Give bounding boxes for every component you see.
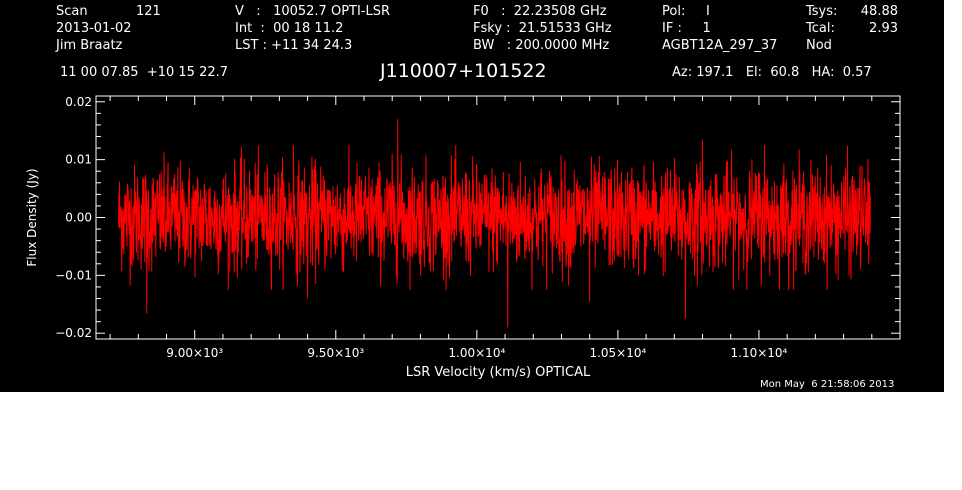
y-axis-label: Flux Density (Jy) — [25, 168, 39, 266]
integration-time: Int : 00 18 11.2 — [235, 21, 344, 36]
pointing-info: Az: 197.1 El: 60.8 HA: 0.57 — [672, 65, 872, 80]
x-axis-label: LSR Velocity (km/s) OPTICAL — [406, 365, 591, 380]
y-tick-label: 0.02 — [65, 95, 92, 109]
switching-mode: Nod — [806, 38, 832, 53]
x-tick-label: 9.50×10³ — [307, 346, 364, 360]
sky-frequency: Fsky : 21.51533 GHz — [473, 21, 612, 36]
tsys-label: Tsys: — [806, 4, 838, 19]
rest-frequency: F0 : 22.23508 GHz — [473, 4, 607, 19]
gbtidl-plot-window: Scan 121 2013-01-02 Jim Braatz V : 10052… — [0, 0, 944, 392]
spectrum-series-line — [118, 119, 871, 328]
scan-number: 121 — [136, 4, 161, 19]
scan-label: Scan — [56, 4, 88, 19]
source-name-title: J110007+101522 — [380, 60, 547, 82]
x-tick-label: 1.00×10⁴ — [448, 346, 505, 360]
observer-name: Jim Braatz — [56, 38, 123, 53]
observation-date: 2013-01-02 — [56, 21, 132, 36]
tsys-value: 48.88 — [860, 4, 898, 19]
source-coordinates: 11 00 07.85 +10 15 22.7 — [60, 65, 229, 80]
tcal-value: 2.93 — [869, 21, 898, 36]
project-id: AGBT12A_297_37 — [662, 38, 778, 53]
bandwidth: BW : 200.0000 MHz — [473, 38, 610, 53]
y-tick-label: 0.01 — [65, 153, 92, 167]
spectrum-chart: 9.00×10³ 9.50×10³ 1.00×10⁴ 1.05×10⁴ 1.10×10⁴… — [25, 95, 901, 380]
y-tick-label: 0.00 — [65, 211, 92, 225]
x-tick-label: 9.00×10³ — [166, 346, 223, 360]
polarization: Pol: I — [662, 4, 710, 19]
velocity-info: V : 10052.7 OPTI-LSR — [235, 4, 391, 19]
y-tick-label: −0.02 — [55, 326, 92, 340]
if-number: IF : 1 — [662, 21, 711, 36]
x-tick-label: 1.05×10⁴ — [589, 346, 646, 360]
lst-info: LST : +11 34 24.3 — [235, 38, 353, 53]
x-tick-label: 1.10×10⁴ — [731, 346, 788, 360]
tcal-label: Tcal: — [806, 21, 835, 36]
plot-timestamp: Mon May 6 21:58:06 2013 — [760, 379, 895, 390]
y-tick-label: −0.01 — [55, 268, 92, 282]
